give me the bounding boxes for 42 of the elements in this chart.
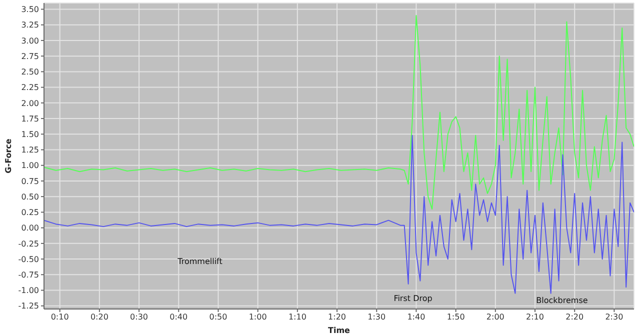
y-tick-label: -1.00: [18, 286, 39, 296]
y-tick-label: 1.75: [21, 114, 39, 124]
x-axis-title: Time: [328, 326, 351, 335]
x-tick-label: 2:00: [486, 312, 504, 322]
annotation: Trommellift: [176, 257, 222, 266]
x-tick-label: 1:40: [407, 312, 426, 322]
x-tick-label: 1:20: [328, 312, 346, 322]
y-tick-label: -0.25: [18, 239, 39, 248]
x-tick-label: 0:10: [50, 312, 69, 322]
annotation: Blockbremse: [536, 296, 588, 305]
y-tick-label: 1.00: [21, 161, 39, 170]
x-tick-label: 2:30: [605, 312, 624, 322]
x-tick-label: 0:50: [209, 312, 228, 322]
line-series: [44, 14, 634, 210]
y-axis-title: G-Force: [4, 138, 13, 174]
y-tick-label: 1.50: [21, 130, 39, 139]
x-tick-label: 1:30: [368, 312, 386, 322]
y-tick-label: 3.25: [21, 20, 39, 30]
x-tick-label: 1:00: [248, 312, 267, 322]
x-tick-label: 1:50: [446, 312, 465, 322]
y-tick-label: -0.50: [18, 254, 39, 264]
y-tick-label: 0.50: [21, 192, 39, 202]
annotation: First Drop: [394, 294, 432, 303]
y-tick-label: -0.75: [18, 270, 39, 280]
y-tick-label: 0.00: [21, 224, 39, 233]
y-tick-label: 3.00: [21, 36, 39, 46]
x-tick-label: 0:30: [130, 312, 148, 322]
x-tick-label: 2:20: [566, 312, 584, 322]
y-tick-label: 2.75: [21, 52, 39, 61]
y-tick-label: 1.25: [21, 146, 39, 155]
y-tick-label: 0.25: [21, 208, 39, 218]
y-tick-label: 2.50: [21, 68, 39, 77]
y-tick-label: -1.25: [18, 302, 39, 311]
y-tick-label: 3.50: [21, 5, 39, 14]
y-tick-label: 2.25: [21, 83, 39, 92]
x-tick-label: 0:20: [90, 312, 108, 322]
x-tick-label: 2:10: [526, 312, 544, 322]
x-tick-label: 1:10: [288, 312, 306, 322]
y-tick-label: 0.75: [21, 176, 39, 186]
y-tick-label: 2.00: [21, 98, 39, 108]
line-series: [44, 134, 634, 294]
x-tick-label: 0:40: [170, 312, 188, 322]
